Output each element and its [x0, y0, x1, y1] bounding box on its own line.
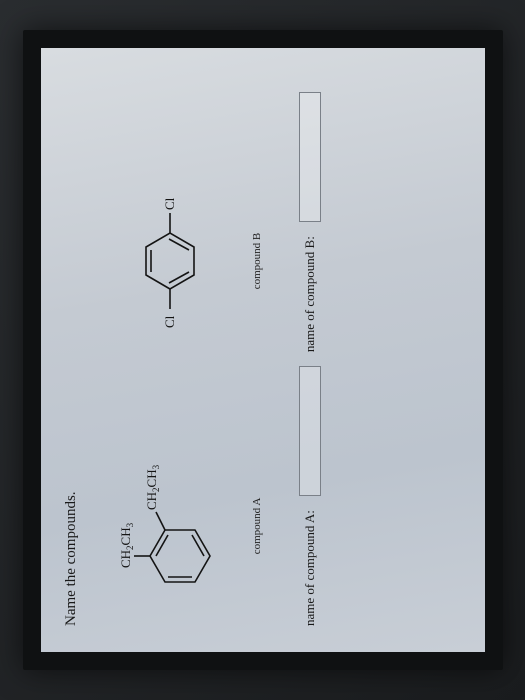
photo-frame: Name the compounds. — [23, 30, 503, 670]
compounds-row: CH2CH3 CH2CH3 compound A — [90, 74, 263, 626]
compound-b-left-label: Cl — [162, 315, 177, 328]
compound-b-caption: compound B — [251, 156, 263, 366]
compound-a-sub1: CH2CH3 — [118, 522, 135, 568]
compound-a-caption: compound A — [251, 426, 263, 626]
answer-row: name of compound A: name of compound B: — [299, 74, 321, 626]
label-compound-a: name of compound A: — [302, 510, 318, 626]
compound-b: Cl Cl compound B — [90, 156, 263, 366]
compound-a-structure: CH2CH3 CH2CH3 — [90, 426, 240, 626]
input-compound-b[interactable] — [299, 92, 321, 222]
input-compound-a[interactable] — [299, 366, 321, 496]
compound-b-structure: Cl Cl — [90, 156, 240, 366]
screen-surface: Name the compounds. — [41, 48, 485, 652]
compound-a-sub2: CH2CH3 — [144, 464, 161, 510]
question-title: Name the compounds. — [63, 74, 80, 626]
compound-a: CH2CH3 CH2CH3 compound A — [90, 426, 263, 626]
compound-b-right-label: Cl — [162, 197, 177, 210]
content-rotated: Name the compounds. — [41, 48, 485, 652]
label-compound-b: name of compound B: — [302, 236, 318, 352]
